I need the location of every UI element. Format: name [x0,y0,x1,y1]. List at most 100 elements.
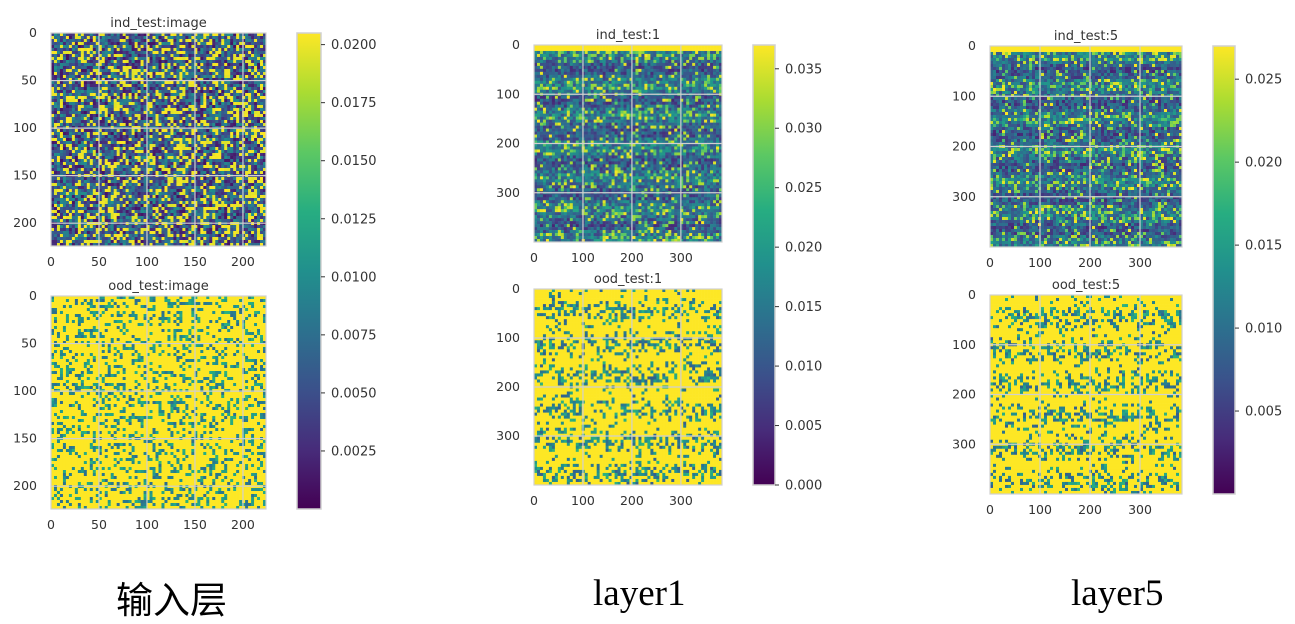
grid-lines [51,33,266,246]
x-tick-label: 300 [1128,502,1152,517]
colorbar-tick-label: 0.0025 [331,444,377,459]
colorbar-tick-label: 0.0175 [331,96,377,111]
x-tick-label: 200 [231,254,255,269]
y-tick-label: 150 [13,168,37,183]
y-tick-label: 100 [13,383,37,398]
plot-frame [533,44,723,243]
y-tick-label: 50 [21,73,37,88]
y-tick-label: 200 [13,478,37,493]
y-tick-label: 100 [13,120,37,135]
caption-layer1: layer1 [593,572,685,615]
colorbar-tick-label: 0.0200 [331,38,377,53]
y-tick-label: 0 [512,37,520,52]
y-tick-label: 0 [29,288,37,303]
x-tick-label: 200 [1078,502,1102,517]
x-tick-label: 200 [620,250,644,265]
caption-input-layer: 输入层 [116,570,227,624]
colorbar-tick-label: 0.0050 [331,386,377,401]
y-tick-label: 0 [512,281,520,296]
heatmap-cells [51,33,267,247]
x-tick-label: 150 [183,517,207,532]
x-tick-label: 200 [620,493,644,508]
chart-title: ind_test:1 [596,28,660,43]
x-tick-label: 0 [47,254,55,269]
colorbar-tick-label: 0.015 [1245,239,1282,254]
x-tick-label: 0 [986,502,994,517]
x-tick-label: 0 [530,250,538,265]
colorbar-tick-label: 0.0075 [331,328,377,343]
y-tick-label: 50 [21,336,37,351]
x-tick-label: 50 [91,517,107,532]
x-tick-label: 0 [47,517,55,532]
y-tick-label: 300 [952,436,976,451]
chart-title: ind_test:image [110,16,206,31]
x-tick-label: 100 [1028,502,1052,517]
y-tick-label: 200 [496,379,520,394]
heatmap-ood_layer5: ood_test:5 0 100 200 300 0 100 200 300 [952,278,1183,517]
heatmap-ind_layer1: ind_test:1 0 100 200 300 0 100 200 300 [496,28,723,265]
plot-frame [50,32,267,247]
colorbar-tick-label: 0.020 [1245,156,1282,171]
y-tick-label: 300 [952,189,976,204]
y-tick-label: 300 [496,428,520,443]
grid-lines [990,46,1182,247]
colorbar-tick-label: 0.030 [785,122,822,137]
x-tick-label: 100 [135,517,159,532]
colorbar-tick-label: 0.0100 [331,270,377,285]
x-tick-label: 150 [183,254,207,269]
y-tick-label: 300 [496,185,520,200]
y-tick-label: 200 [13,215,37,230]
heatmap-cells [990,46,1183,248]
y-tick-label: 0 [29,25,37,40]
x-tick-label: 100 [571,493,595,508]
y-tick-label: 200 [952,139,976,154]
x-tick-label: 200 [231,517,255,532]
colorbar-tick-label: 0.005 [1245,405,1282,420]
plot-frame [50,295,267,510]
colorbar-tick-label: 0.025 [1245,73,1282,88]
chart-title: ood_test:image [108,279,209,294]
x-tick-label: 100 [571,250,595,265]
colorbar-tick-label: 0.000 [785,479,822,494]
x-tick-label: 100 [135,254,159,269]
colorbar-cbar_input: 0.0025 0.0050 0.0075 0.0100 0.0125 0.0150 0.01… [296,32,377,510]
x-tick-label: 0 [986,255,994,270]
colorbar-gradient [296,32,322,510]
colorbar-tick-label: 0.0150 [331,154,377,169]
y-tick-label: 100 [496,330,520,345]
heatmap-ood_image: ood_test:image 0 50 100 150 200 0 50 100 150 200 [13,279,267,532]
y-tick-label: 100 [496,86,520,101]
heatmap-ind_layer5: ind_test:5 0 100 200 300 0 100 200 300 [952,29,1183,270]
x-tick-label: 50 [91,254,107,269]
heatmap-ood_layer1: ood_test:1 0 100 200 300 0 100 200 300 [496,272,723,508]
y-tick-label: 200 [952,387,976,402]
heatmap-cells [51,296,267,510]
heatmap-cells [534,289,723,486]
chart-title: ood_test:1 [594,272,662,287]
plot-frame [989,294,1183,495]
grid-lines [534,289,722,485]
x-tick-label: 200 [1078,255,1102,270]
colorbar-tick-label: 0.025 [785,181,822,196]
colorbar-tick-label: 0.035 [785,62,822,77]
x-tick-label: 300 [669,493,693,508]
x-tick-label: 0 [530,493,538,508]
colorbar-gradient [752,44,776,486]
x-tick-label: 300 [669,250,693,265]
colorbar-tick-label: 0.010 [1245,322,1282,337]
colorbar-tick-label: 0.020 [785,241,822,256]
y-tick-label: 0 [968,38,976,53]
x-tick-label: 100 [1028,255,1052,270]
heatmap-ind_image: ind_test:image 0 50 100 150 200 0 50 100 150 200 [13,16,267,269]
caption-layer5: layer5 [1071,572,1163,615]
y-tick-label: 200 [496,136,520,151]
grid-lines [51,296,266,509]
colorbar-gradient [1212,45,1236,495]
chart-title: ind_test:5 [1054,29,1118,44]
grid-lines [534,45,722,242]
colorbar-cbar_layer1: 0.000 0.005 0.010 0.015 0.020 0.025 0.030 0.035 [752,44,822,494]
x-tick-label: 300 [1128,255,1152,270]
colorbar-tick-label: 0.0125 [331,212,377,227]
colorbar-tick-label: 0.015 [785,300,822,315]
